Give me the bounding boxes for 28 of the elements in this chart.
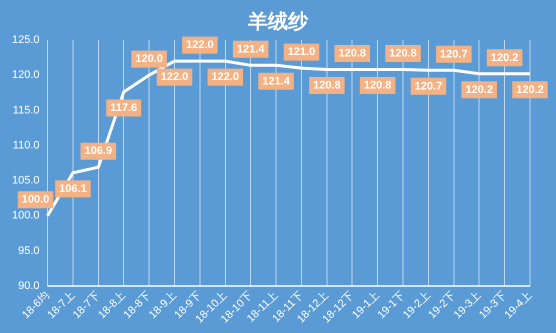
y-tick-label: 95.0 — [18, 244, 40, 257]
data-label: 120.2 — [490, 52, 518, 64]
data-label: 120.8 — [338, 48, 366, 60]
data-label: 120.2 — [465, 84, 493, 96]
y-tick-label: 105.0 — [12, 174, 40, 187]
data-label: 120.8 — [313, 80, 341, 92]
y-tick-label: 120.0 — [12, 69, 40, 82]
chart-title: 羊绒纱 — [247, 8, 310, 35]
y-tick-label: 100.0 — [12, 210, 40, 222]
data-label: 122.0 — [160, 71, 188, 84]
y-tick-label: 110.0 — [12, 139, 40, 152]
y-tick-label: 115.0 — [12, 104, 40, 116]
data-label: 120.8 — [389, 48, 417, 60]
data-label: 121.0 — [288, 46, 316, 58]
data-label: 120.0 — [135, 53, 163, 66]
data-label: 120.8 — [364, 80, 392, 92]
data-label: 122.0 — [186, 39, 214, 52]
data-label: 121.4 — [236, 43, 266, 56]
data-label: 106.1 — [59, 182, 87, 195]
data-label: 120.2 — [516, 84, 544, 96]
data-label: 121.4 — [262, 75, 291, 88]
data-label: 122.0 — [212, 71, 240, 84]
data-label: 117.6 — [110, 102, 138, 114]
data-label: 106.9 — [84, 145, 112, 158]
y-tick-label: 90.0 — [18, 280, 40, 292]
data-label: 120.7 — [414, 80, 442, 92]
data-label: 120.7 — [440, 48, 468, 60]
y-tick-label: 125.0 — [12, 34, 40, 46]
